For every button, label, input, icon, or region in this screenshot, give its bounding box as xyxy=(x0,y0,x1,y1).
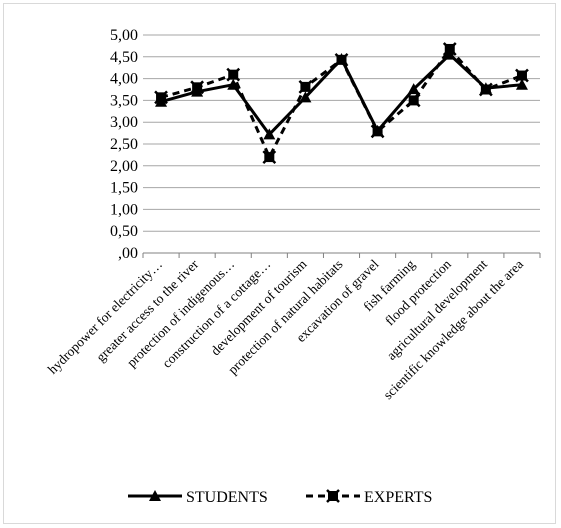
y-tick-label: 4,00 xyxy=(110,71,138,88)
data-point-x-square xyxy=(154,90,168,105)
legend-marker-triangle xyxy=(149,490,161,501)
y-tick-label: 1,00 xyxy=(110,201,138,218)
data-point-x-square xyxy=(370,124,385,139)
data-point-x-square xyxy=(478,82,493,97)
y-tick-label: 3,50 xyxy=(110,92,138,109)
series-line-experts xyxy=(160,47,523,159)
data-point-triangle xyxy=(515,78,528,90)
data-point-x-square xyxy=(190,80,205,95)
y-tick-label: 2,00 xyxy=(110,158,138,175)
data-point-x-square xyxy=(334,52,349,67)
legend-label-students: STUDENTS xyxy=(186,489,268,506)
data-point-triangle xyxy=(299,91,312,103)
x-axis xyxy=(142,252,541,258)
y-tick-label: 2,50 xyxy=(110,136,138,153)
y-tick-label: 3,00 xyxy=(110,114,138,131)
data-point-x-square xyxy=(515,68,529,83)
chart-frame xyxy=(3,3,556,524)
legend-label-experts: EXPERTS xyxy=(364,489,432,506)
legend-marker-x-square xyxy=(326,489,340,503)
y-tick-label: 0,50 xyxy=(110,223,138,240)
series-layer xyxy=(154,42,529,164)
legend-entry-experts: EXPERTS xyxy=(306,489,432,506)
y-axis-tick-labels: ,00 0,50 1,00 1,50 2,00 2,50 3,00 3,50 4,00 4,50 5… xyxy=(110,27,138,262)
data-point-x-square xyxy=(262,150,277,164)
data-point-x-square xyxy=(298,80,313,94)
legend: STUDENTS EXPERTS xyxy=(128,489,432,506)
data-point-triangle xyxy=(407,83,420,95)
data-point-x-square xyxy=(406,93,421,108)
data-point-x-square xyxy=(226,67,241,82)
data-point-triangle xyxy=(263,128,276,140)
data-point-triangle xyxy=(443,48,456,60)
y-tick-label: 1,50 xyxy=(110,180,138,197)
data-point-triangle xyxy=(227,78,240,90)
x-axis-tick-labels: hydropower for electricity…greater acces… xyxy=(45,256,526,402)
data-point-x-square xyxy=(442,42,457,56)
series-experts xyxy=(154,42,529,164)
legend-entry-students: STUDENTS xyxy=(128,489,268,506)
y-tick-label: 4,50 xyxy=(110,49,138,66)
y-tick-label: ,00 xyxy=(118,245,138,262)
y-tick-label: 5,00 xyxy=(110,27,138,44)
